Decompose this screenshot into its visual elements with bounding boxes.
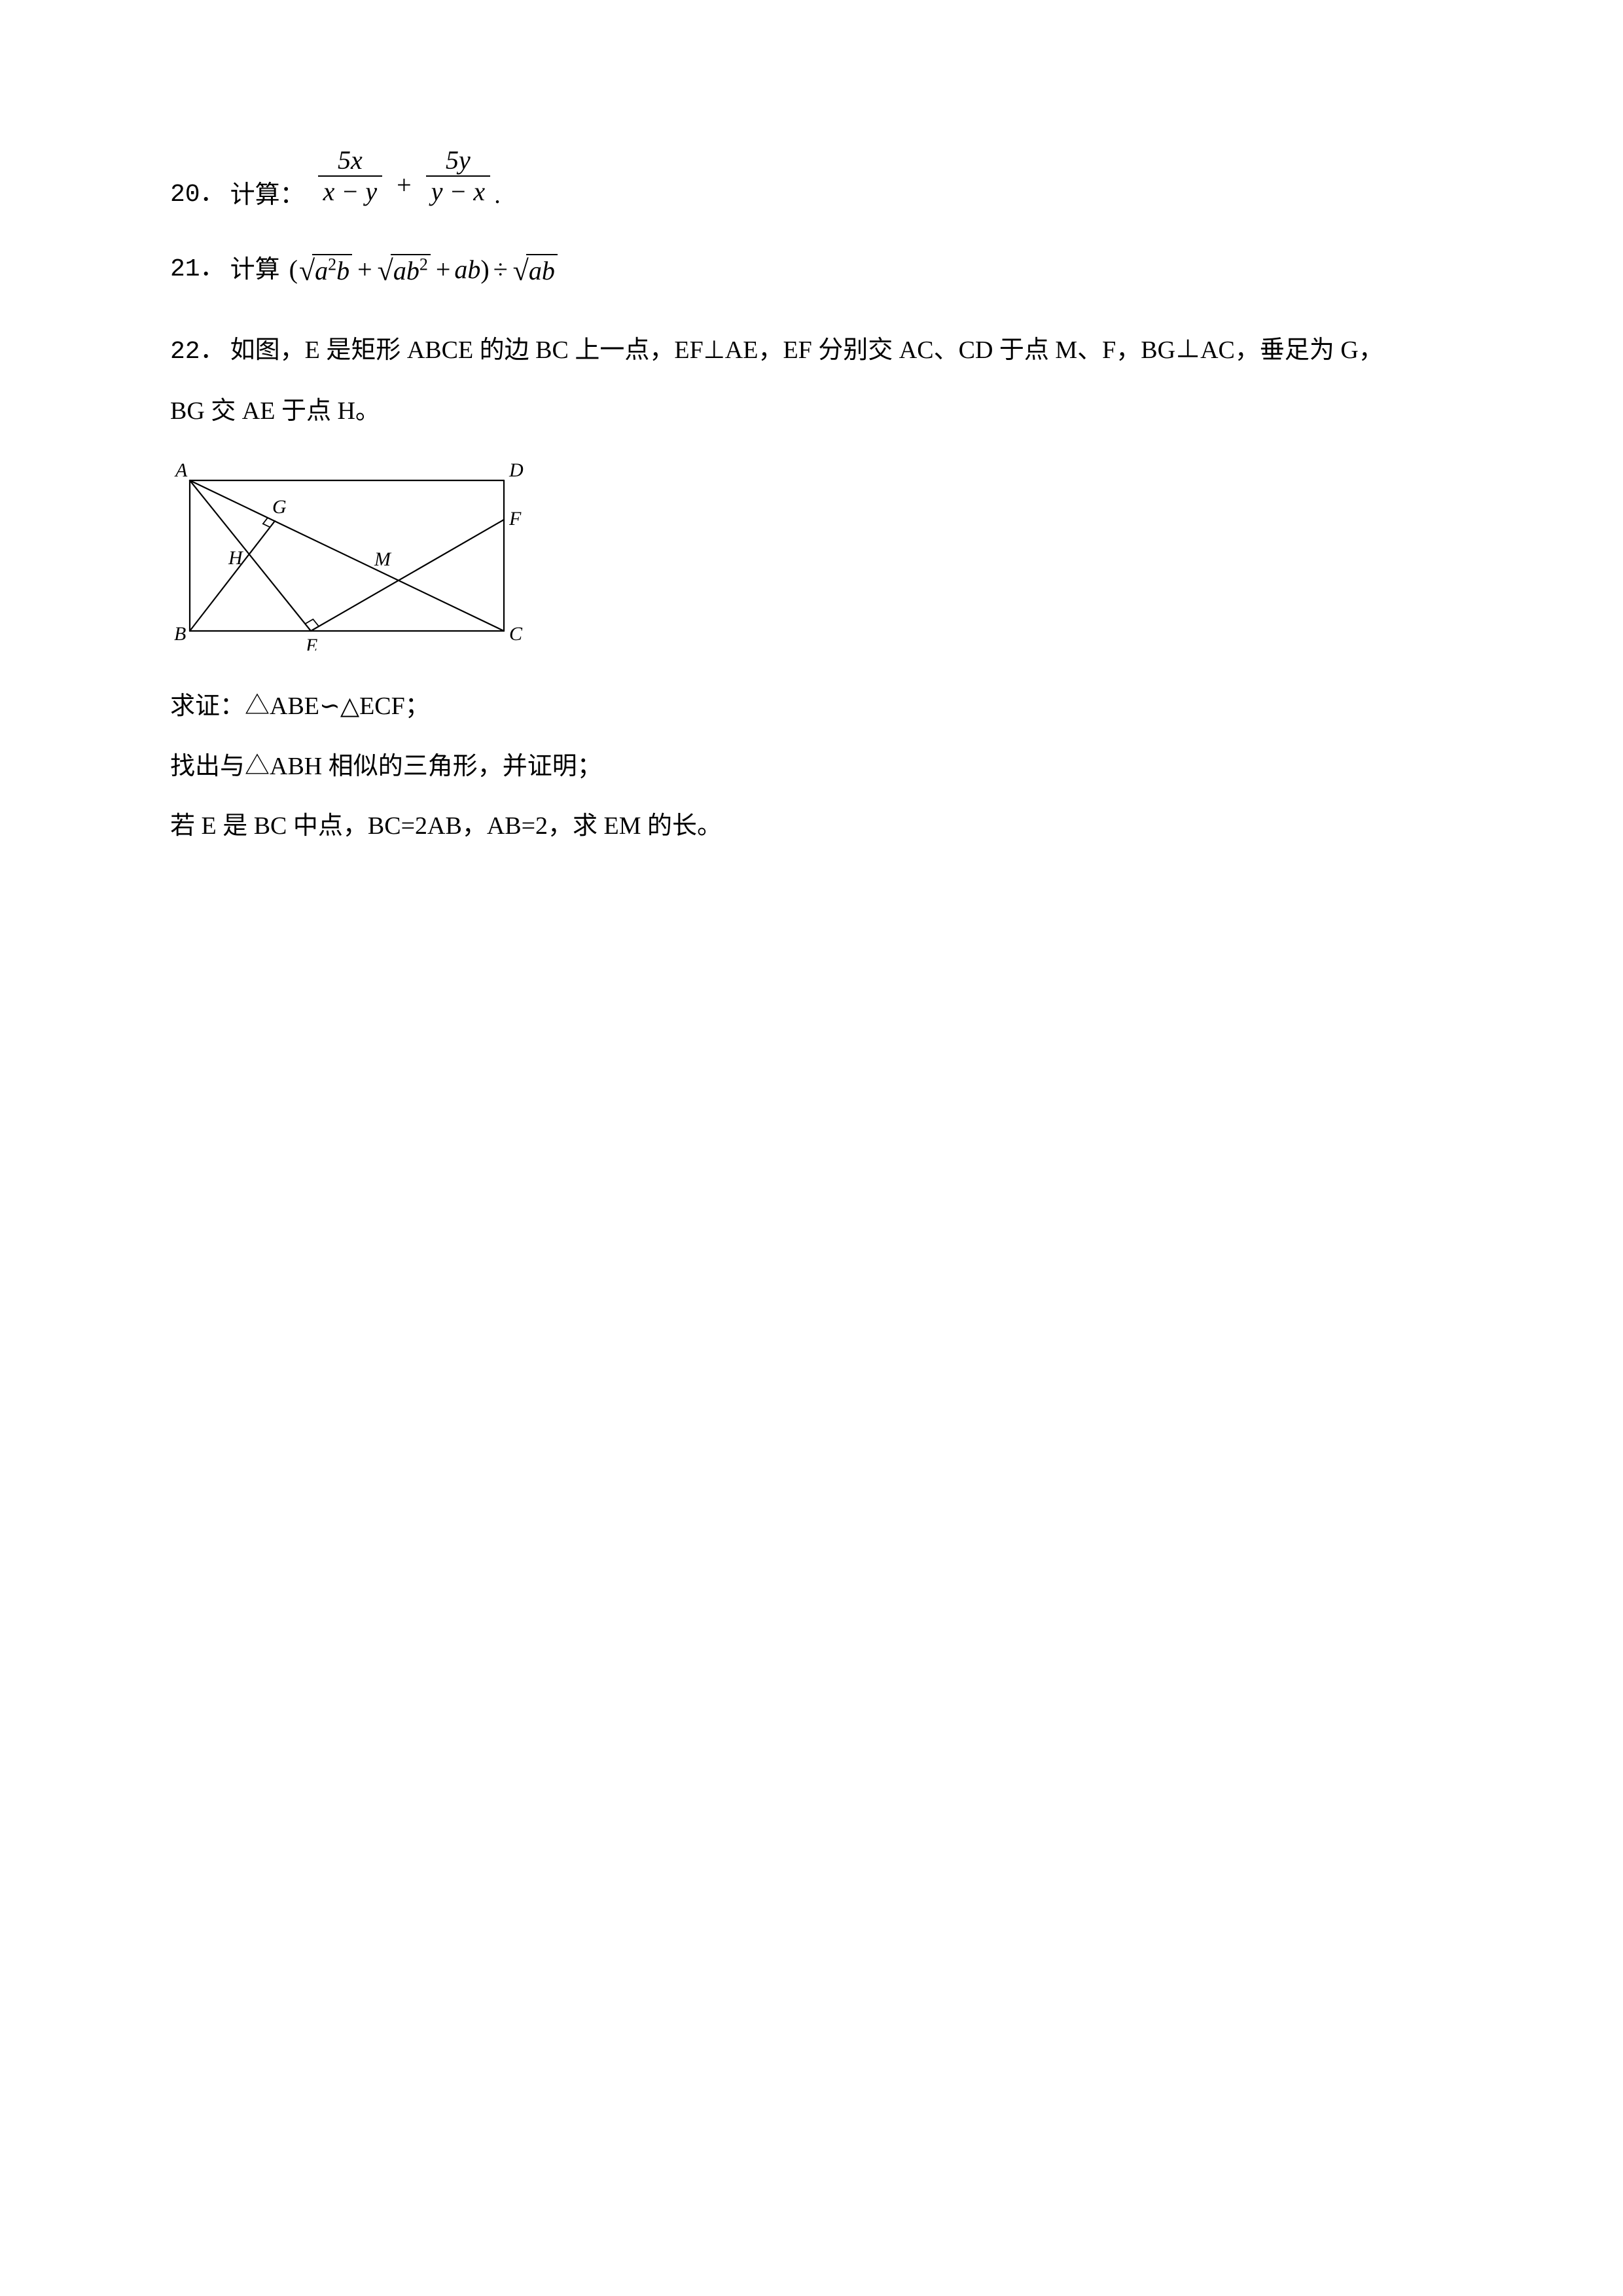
- problem-20-row: 20． 计算： 5x x − y + 5y y − x .: [170, 157, 1453, 219]
- question-3: 若 E 是 BC 中点，BC=2AB，AB=2，求 EM 的长。: [170, 797, 1453, 856]
- sqrt-3: √ ab: [513, 254, 558, 285]
- question-1: 求证：△ABE∽△ECF；: [170, 677, 1453, 736]
- question-text: 求证：△ABE∽△ECF；: [170, 692, 430, 720]
- problem-22-line-1: 22．如图，E 是矩形 ABCE 的边 BC 上一点，EF⊥AE，EF 分别交 …: [170, 321, 1453, 382]
- svg-text:B: B: [174, 623, 186, 645]
- denominator: y − x: [426, 177, 491, 207]
- plus-op: +: [357, 245, 372, 295]
- period: .: [494, 171, 501, 219]
- svg-text:M: M: [374, 548, 392, 570]
- expression: 5x x − y + 5y y − x: [314, 157, 495, 219]
- problem-number: 22．: [170, 338, 225, 366]
- div-op: ÷: [493, 245, 508, 295]
- svg-text:C: C: [509, 623, 523, 645]
- denominator: x − y: [318, 177, 383, 207]
- svg-text:F: F: [508, 508, 522, 529]
- problem-22: 22．如图，E 是矩形 ABCE 的边 BC 上一点，EF⊥AE，EF 分别交 …: [170, 321, 1453, 856]
- numerator: 5y: [426, 145, 491, 177]
- var-a: a: [393, 256, 406, 285]
- diagram-svg: A D B C E F M G H: [170, 461, 524, 651]
- var-b: b: [336, 256, 349, 285]
- fraction-2: 5y y − x: [426, 145, 491, 207]
- problem-number: 20．: [170, 171, 225, 219]
- problem-21-row: 21． 计算 ( √ a2b + √ ab2 + ab ) ÷ √ ab: [170, 245, 1453, 295]
- problem-label: 计算: [230, 246, 280, 293]
- geometry-diagram: A D B C E F M G H: [170, 461, 1453, 651]
- problem-text: BG 交 AE 于点 H。: [170, 397, 380, 425]
- question-2: 找出与△ABH 相似的三角形，并证明；: [170, 737, 1453, 797]
- svg-text:H: H: [228, 547, 244, 569]
- question-text: 找出与△ABH 相似的三角形，并证明；: [170, 753, 602, 780]
- radicand-ab: ab: [526, 254, 558, 285]
- rparen: ): [480, 245, 489, 295]
- numerator: 5x: [318, 145, 383, 177]
- var-b: b: [406, 256, 419, 285]
- problem-20: 20． 计算： 5x x − y + 5y y − x .: [170, 157, 1453, 219]
- fraction-1: 5x x − y: [318, 145, 383, 207]
- svg-text:G: G: [272, 496, 287, 518]
- sup-2: 2: [328, 255, 336, 274]
- svg-text:E: E: [305, 635, 317, 651]
- var-a: a: [315, 256, 328, 285]
- problem-label: 计算：: [230, 171, 305, 219]
- question-text: 若 E 是 BC 中点，BC=2AB，AB=2，求 EM 的长。: [170, 812, 722, 840]
- term-ab: ab: [454, 245, 480, 295]
- problem-21: 21． 计算 ( √ a2b + √ ab2 + ab ) ÷ √ ab: [170, 245, 1453, 295]
- lparen: (: [289, 245, 298, 295]
- plus-op: +: [397, 170, 412, 200]
- sqrt-1: √ a2b: [299, 254, 352, 285]
- expression: ( √ a2b + √ ab2 + ab ) ÷ √ ab: [289, 245, 559, 295]
- plus-op: +: [436, 245, 451, 295]
- problem-text: 如图，E 是矩形 ABCE 的边 BC 上一点，EF⊥AE，EF 分别交 AC、…: [230, 336, 1383, 364]
- problem-number: 21．: [170, 246, 225, 293]
- problem-22-line-2: BG 交 AE 于点 H。: [170, 382, 1453, 441]
- sqrt-2: √ ab2: [378, 254, 431, 285]
- sup-2: 2: [419, 255, 428, 274]
- svg-text:D: D: [508, 461, 524, 481]
- svg-text:A: A: [174, 461, 188, 481]
